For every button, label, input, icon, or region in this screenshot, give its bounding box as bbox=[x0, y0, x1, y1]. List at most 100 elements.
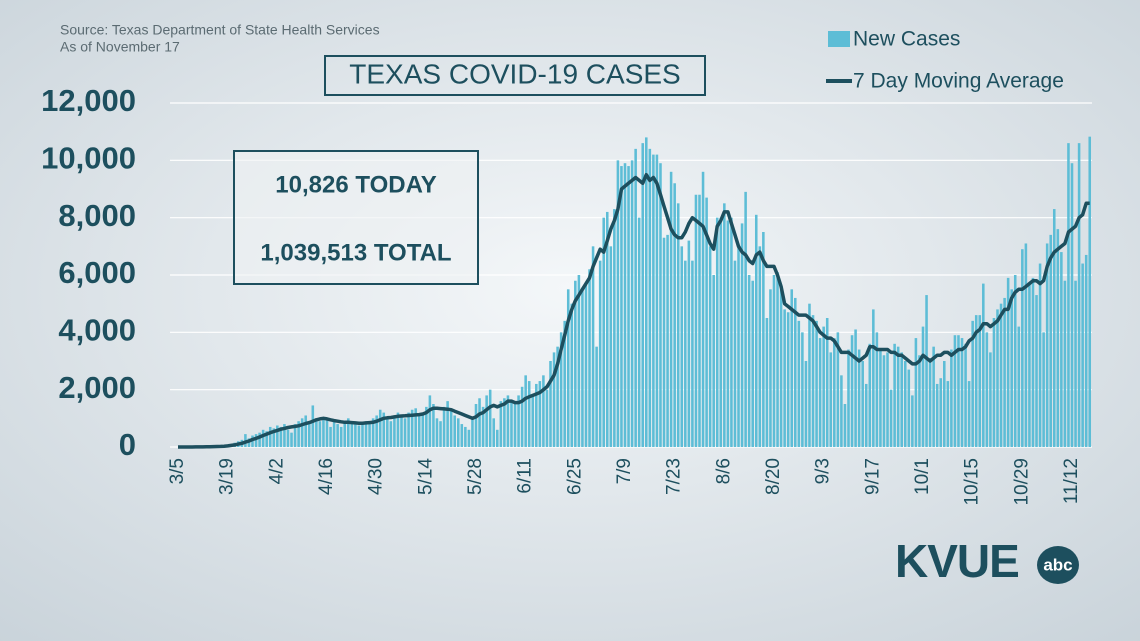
bar bbox=[1063, 280, 1067, 447]
bar bbox=[868, 343, 872, 447]
bar bbox=[258, 432, 261, 447]
bar bbox=[503, 398, 506, 447]
bar bbox=[545, 389, 549, 447]
x-tick-label: 11/12 bbox=[1061, 458, 1082, 504]
bar bbox=[836, 332, 840, 447]
bar bbox=[293, 424, 297, 447]
bar bbox=[400, 415, 403, 447]
y-tick-label: 4,000 bbox=[58, 313, 136, 348]
bar bbox=[1056, 229, 1060, 447]
bar bbox=[829, 352, 833, 447]
bar bbox=[464, 426, 467, 447]
bar bbox=[669, 171, 673, 448]
bar bbox=[1013, 275, 1017, 447]
bar bbox=[783, 309, 786, 447]
bar bbox=[666, 234, 669, 447]
bar bbox=[474, 404, 478, 447]
bar bbox=[506, 395, 510, 447]
bar bbox=[921, 326, 925, 447]
bar bbox=[396, 412, 400, 447]
bar bbox=[673, 183, 676, 447]
bar bbox=[460, 424, 464, 447]
x-tick-label: 3/19 bbox=[217, 458, 238, 495]
bar bbox=[613, 209, 616, 447]
bar bbox=[896, 346, 900, 447]
bar bbox=[723, 203, 726, 447]
bar bbox=[772, 275, 776, 447]
bar bbox=[481, 406, 485, 447]
bar bbox=[318, 421, 322, 447]
bar bbox=[425, 406, 428, 447]
bar bbox=[687, 240, 691, 447]
bar bbox=[698, 194, 701, 447]
bar bbox=[659, 163, 662, 447]
x-tick-label: 4/16 bbox=[316, 458, 337, 495]
legend-label: 7 Day Moving Average bbox=[853, 70, 1064, 93]
bar bbox=[510, 401, 513, 447]
bar bbox=[776, 272, 779, 447]
x-tick-label: 8/6 bbox=[713, 458, 734, 484]
bar bbox=[300, 418, 304, 447]
legend-label: New Cases bbox=[853, 28, 960, 51]
bar bbox=[581, 289, 584, 447]
bar bbox=[549, 361, 552, 447]
logo-network: abc bbox=[1043, 555, 1072, 574]
bar bbox=[591, 246, 595, 447]
stat-total: 1,039,513 TOTAL bbox=[260, 239, 451, 266]
bar bbox=[943, 361, 946, 447]
bar bbox=[1042, 332, 1045, 447]
bar bbox=[620, 166, 623, 448]
bar bbox=[680, 246, 684, 447]
stat-today: 10,826 TODAY bbox=[275, 171, 436, 198]
source: Source: Texas Department of State Health… bbox=[60, 22, 380, 38]
bar bbox=[652, 154, 655, 447]
bar bbox=[822, 326, 825, 447]
bar bbox=[872, 309, 875, 447]
bar bbox=[524, 375, 527, 447]
bar bbox=[1024, 243, 1028, 447]
bar bbox=[758, 246, 762, 447]
x-tick-label: 5/14 bbox=[415, 458, 436, 495]
bar bbox=[499, 401, 503, 447]
bar bbox=[879, 349, 882, 447]
bar bbox=[907, 369, 911, 447]
bar bbox=[556, 346, 559, 447]
bar bbox=[272, 428, 276, 447]
bar bbox=[747, 275, 751, 447]
bar bbox=[496, 429, 499, 447]
bar bbox=[410, 409, 414, 447]
bar bbox=[432, 404, 435, 447]
bar bbox=[1006, 277, 1010, 447]
bar bbox=[538, 381, 542, 447]
bar bbox=[655, 154, 659, 447]
bar bbox=[428, 395, 432, 447]
bar bbox=[290, 432, 293, 447]
bar bbox=[765, 318, 769, 447]
x-tick-label: 10/1 bbox=[912, 458, 933, 495]
bar bbox=[343, 422, 347, 447]
y-tick-label: 8,000 bbox=[58, 198, 136, 233]
bar bbox=[726, 220, 730, 447]
bar bbox=[964, 343, 967, 447]
bar bbox=[957, 335, 960, 447]
bar bbox=[574, 280, 577, 447]
bar bbox=[471, 418, 474, 447]
bar bbox=[563, 320, 566, 447]
bar bbox=[623, 163, 627, 447]
bar bbox=[999, 303, 1003, 447]
bar bbox=[577, 275, 581, 447]
bar bbox=[850, 335, 854, 447]
bar bbox=[914, 338, 918, 447]
bar bbox=[435, 418, 439, 447]
bar bbox=[1077, 143, 1081, 447]
bar bbox=[1035, 295, 1038, 447]
bar bbox=[641, 143, 645, 447]
bar bbox=[737, 246, 740, 447]
bar bbox=[315, 418, 318, 447]
bar bbox=[357, 425, 361, 447]
bar bbox=[645, 137, 648, 447]
bar bbox=[254, 434, 258, 447]
bar bbox=[595, 346, 598, 447]
bar bbox=[304, 415, 307, 447]
